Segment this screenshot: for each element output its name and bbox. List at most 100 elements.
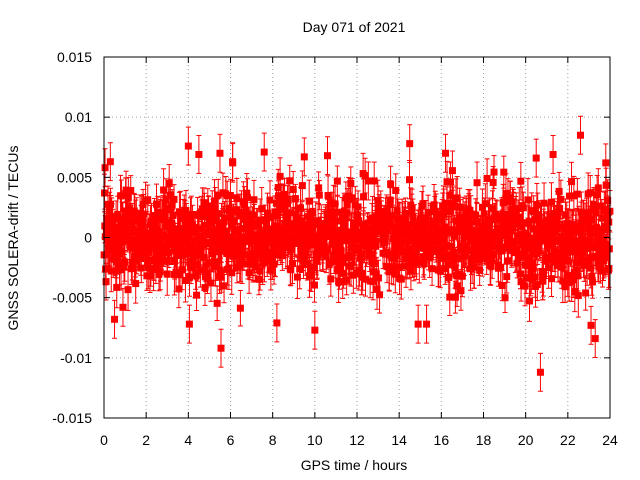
data-point <box>213 231 221 239</box>
data-point <box>127 265 135 273</box>
data-point <box>207 219 215 227</box>
data-point <box>343 276 351 284</box>
data-point <box>240 201 248 209</box>
data-point <box>222 227 230 235</box>
data-point <box>122 190 130 198</box>
data-point <box>149 227 157 235</box>
data-point <box>247 226 255 234</box>
data-point <box>114 224 122 232</box>
data-point <box>237 208 245 216</box>
data-point <box>313 253 321 261</box>
data-point <box>212 258 220 266</box>
data-point <box>307 267 315 275</box>
data-point <box>244 194 252 202</box>
data-point <box>284 231 292 239</box>
data-point <box>129 244 137 252</box>
data-point <box>224 246 232 254</box>
data-point <box>161 209 169 217</box>
data-point <box>220 214 228 222</box>
data-point <box>324 192 332 200</box>
data-point <box>343 201 351 209</box>
data-point <box>269 239 277 247</box>
data-point <box>351 219 359 227</box>
data-point <box>306 271 314 279</box>
data-point <box>184 237 192 245</box>
data-point <box>184 249 192 257</box>
data-point <box>149 231 157 239</box>
data-point <box>272 251 280 259</box>
data-point <box>243 212 251 220</box>
data-point <box>292 211 300 219</box>
data-point <box>276 172 284 180</box>
data-point <box>206 230 214 238</box>
data-point <box>174 239 182 247</box>
data-point <box>293 216 301 224</box>
data-point <box>279 197 287 205</box>
data-point <box>279 202 287 210</box>
data-point <box>242 238 250 246</box>
data-point <box>241 233 249 241</box>
data-point <box>172 268 180 276</box>
data-point <box>331 228 339 236</box>
data-point <box>332 217 340 225</box>
data-point <box>146 257 154 265</box>
data-point <box>103 250 111 258</box>
data-point <box>256 216 264 224</box>
data-point <box>327 230 335 238</box>
data-point <box>229 222 237 230</box>
data-point <box>168 201 176 209</box>
data-point <box>169 224 177 232</box>
data-point <box>300 230 308 238</box>
data-point <box>116 247 124 255</box>
data-point <box>348 194 356 202</box>
data-point <box>305 197 313 205</box>
data-point <box>281 228 289 236</box>
data-point <box>154 235 162 243</box>
data-point <box>196 245 204 253</box>
data-point <box>284 200 292 208</box>
data-point <box>332 257 340 265</box>
data-point <box>249 257 257 265</box>
data-point <box>192 247 200 255</box>
data-point <box>167 206 175 214</box>
data-point <box>107 267 115 275</box>
data-point <box>254 241 262 249</box>
data-point <box>153 200 161 208</box>
data-point <box>212 216 220 224</box>
data-point <box>205 213 213 221</box>
data-point <box>273 212 281 220</box>
data-point <box>247 237 255 245</box>
data-point <box>269 230 277 238</box>
data-point <box>129 236 137 244</box>
data-point <box>175 285 183 293</box>
data-point <box>211 238 219 246</box>
data-point <box>347 263 355 271</box>
data-point <box>137 255 145 263</box>
data-point <box>220 282 228 290</box>
data-point <box>333 177 341 185</box>
data-point <box>170 195 178 203</box>
data-point <box>250 196 258 204</box>
data-point <box>211 204 219 212</box>
data-point <box>243 222 251 230</box>
data-point <box>276 205 284 213</box>
data-point <box>139 201 147 209</box>
data-point <box>267 266 275 274</box>
data-point <box>177 247 185 255</box>
data-point <box>284 196 292 204</box>
data-point <box>248 232 256 240</box>
data-point <box>301 252 309 260</box>
data-point <box>101 222 109 230</box>
data-point <box>302 238 310 246</box>
data-point <box>335 277 343 285</box>
data-point <box>153 247 161 255</box>
data-point <box>270 260 278 268</box>
data-point <box>187 210 195 218</box>
data-point <box>281 190 289 198</box>
data-point <box>214 210 222 218</box>
data-point <box>303 213 311 221</box>
data-point <box>186 229 194 237</box>
data-point <box>342 237 350 245</box>
data-point <box>209 210 217 218</box>
